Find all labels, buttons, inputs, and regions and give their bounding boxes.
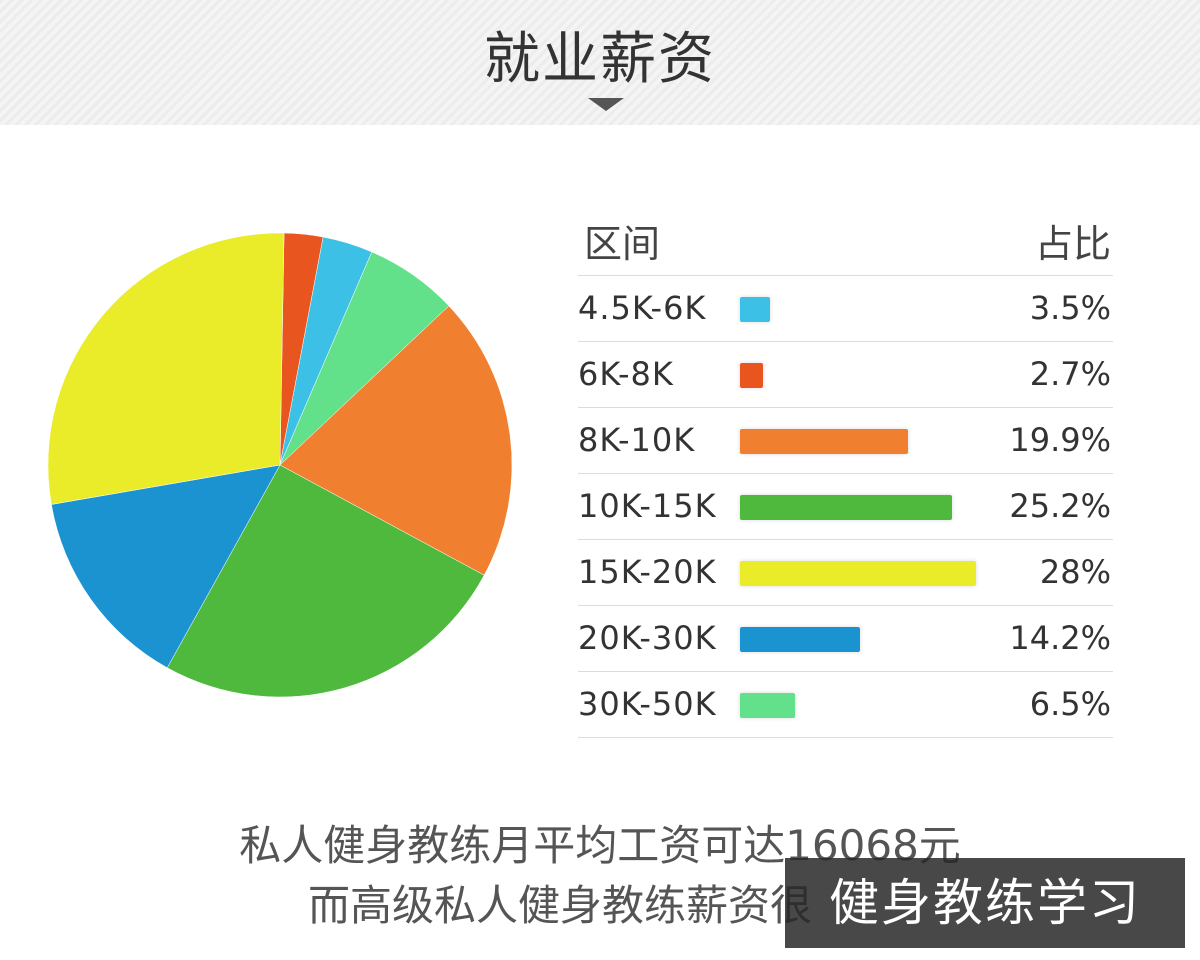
share-bar (740, 297, 770, 322)
column-header-share: 占比 (1034, 222, 1111, 266)
table-row: 4.5K-6K 3.5% (578, 275, 1113, 341)
share-value: 14.2% (1009, 619, 1111, 657)
share-value: 19.9% (1009, 421, 1111, 459)
pie-slice-8K-10K (279, 305, 513, 576)
summary-line-2: 而高级私人健身教练薪资很 (307, 881, 812, 930)
share-value: 25.2% (1009, 487, 1111, 525)
table-row: 10K-15K 25.2% (578, 473, 1113, 539)
table-row: 15K-20K 28% (578, 539, 1113, 605)
range-label: 6K-8K (578, 355, 674, 393)
share-bar (740, 561, 976, 586)
table-body: 4.5K-6K 3.5% 6K-8K 2.7% 8K-10K 19.9% 10K-15K 25… (578, 275, 1113, 738)
down-triangle-icon (588, 98, 624, 111)
pie-slice-10K-15K (166, 464, 485, 698)
share-value: 3.5% (1029, 289, 1111, 327)
pie-slice-15K-20K (47, 232, 285, 505)
salary-pie-chart (30, 215, 530, 715)
range-label: 4.5K-6K (578, 289, 707, 327)
table-row: 6K-8K 2.7% (578, 341, 1113, 407)
range-label: 10K-15K (578, 487, 717, 525)
pie-slice-20K-30K (51, 464, 281, 669)
range-label: 30K-50K (578, 685, 717, 723)
share-bar (740, 627, 860, 652)
range-label: 20K-30K (578, 619, 717, 657)
share-bar (740, 363, 763, 388)
column-header-range: 区间 (584, 222, 661, 266)
share-value: 2.7% (1029, 355, 1111, 393)
table-row: 20K-30K 14.2% (578, 605, 1113, 671)
table-row: 30K-50K 6.5% (578, 671, 1113, 738)
range-label: 8K-10K (578, 421, 696, 459)
range-label: 15K-20K (578, 553, 717, 591)
share-bar (740, 495, 953, 520)
share-value: 6.5% (1029, 685, 1111, 723)
page-title: 就业薪资 (484, 27, 716, 92)
watermark-logo: 健身教练学习 (785, 858, 1185, 948)
share-bar (740, 429, 908, 454)
share-bar (740, 693, 795, 718)
salary-table: 区间 占比 4.5K-6K 3.5% 6K-8K 2.7% 8K-10K 19.9% 10K… (578, 205, 1113, 738)
share-value: 28% (1039, 553, 1111, 591)
table-header: 区间 占比 (578, 205, 1113, 275)
table-row: 8K-10K 19.9% (578, 407, 1113, 473)
